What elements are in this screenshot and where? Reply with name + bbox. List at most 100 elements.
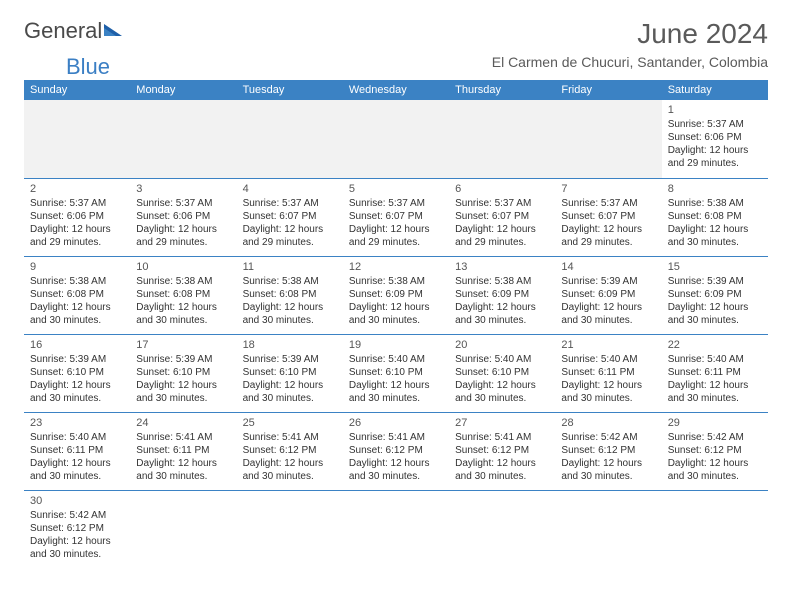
calendar-cell: 6Sunrise: 5:37 AMSunset: 6:07 PMDaylight… <box>449 178 555 256</box>
day-number: 14 <box>561 260 655 274</box>
day-header: Friday <box>555 80 661 100</box>
cell-sunrise: Sunrise: 5:37 AM <box>561 197 655 210</box>
cell-sunset: Sunset: 6:08 PM <box>243 288 337 301</box>
day-number: 10 <box>136 260 230 274</box>
day-header: Tuesday <box>237 80 343 100</box>
cell-sunset: Sunset: 6:09 PM <box>455 288 549 301</box>
calendar-cell: 10Sunrise: 5:38 AMSunset: 6:08 PMDayligh… <box>130 256 236 334</box>
cell-daylight2: and 30 minutes. <box>561 392 655 405</box>
day-header: Monday <box>130 80 236 100</box>
cell-sunset: Sunset: 6:07 PM <box>349 210 443 223</box>
cell-sunrise: Sunrise: 5:37 AM <box>243 197 337 210</box>
day-number: 18 <box>243 338 337 352</box>
cell-daylight1: Daylight: 12 hours <box>243 457 337 470</box>
day-header-row: Sunday Monday Tuesday Wednesday Thursday… <box>24 80 768 100</box>
cell-daylight1: Daylight: 12 hours <box>668 301 762 314</box>
logo-flag-icon <box>104 18 124 44</box>
cell-sunset: Sunset: 6:11 PM <box>561 366 655 379</box>
logo: General <box>24 18 124 44</box>
cell-daylight2: and 30 minutes. <box>561 470 655 483</box>
cell-sunrise: Sunrise: 5:38 AM <box>668 197 762 210</box>
cell-daylight1: Daylight: 12 hours <box>243 301 337 314</box>
cell-sunset: Sunset: 6:11 PM <box>30 444 124 457</box>
cell-sunset: Sunset: 6:10 PM <box>30 366 124 379</box>
day-header: Sunday <box>24 80 130 100</box>
cell-daylight1: Daylight: 12 hours <box>668 379 762 392</box>
calendar-cell: 15Sunrise: 5:39 AMSunset: 6:09 PMDayligh… <box>662 256 768 334</box>
cell-daylight1: Daylight: 12 hours <box>243 223 337 236</box>
title-block: June 2024 El Carmen de Chucuri, Santande… <box>492 18 768 70</box>
calendar-cell: 3Sunrise: 5:37 AMSunset: 6:06 PMDaylight… <box>130 178 236 256</box>
calendar-cell <box>343 100 449 178</box>
day-number: 11 <box>243 260 337 274</box>
cell-sunrise: Sunrise: 5:39 AM <box>668 275 762 288</box>
day-number: 16 <box>30 338 124 352</box>
day-number: 7 <box>561 182 655 196</box>
calendar-table: Sunday Monday Tuesday Wednesday Thursday… <box>24 80 768 568</box>
cell-daylight1: Daylight: 12 hours <box>30 535 124 548</box>
day-number: 24 <box>136 416 230 430</box>
logo-text-1: General <box>24 18 102 44</box>
calendar-cell <box>24 100 130 178</box>
day-number: 6 <box>455 182 549 196</box>
cell-daylight1: Daylight: 12 hours <box>668 457 762 470</box>
calendar-cell: 9Sunrise: 5:38 AMSunset: 6:08 PMDaylight… <box>24 256 130 334</box>
cell-sunrise: Sunrise: 5:37 AM <box>136 197 230 210</box>
cell-daylight1: Daylight: 12 hours <box>30 379 124 392</box>
cell-daylight2: and 29 minutes. <box>136 236 230 249</box>
cell-sunset: Sunset: 6:12 PM <box>30 522 124 535</box>
cell-daylight2: and 30 minutes. <box>349 470 443 483</box>
calendar-cell: 11Sunrise: 5:38 AMSunset: 6:08 PMDayligh… <box>237 256 343 334</box>
calendar-page: General June 2024 El Carmen de Chucuri, … <box>0 0 792 578</box>
day-number: 27 <box>455 416 549 430</box>
logo-text-2: Blue <box>66 54 110 80</box>
cell-daylight2: and 30 minutes. <box>668 314 762 327</box>
day-number: 13 <box>455 260 549 274</box>
cell-sunset: Sunset: 6:12 PM <box>561 444 655 457</box>
calendar-row: 9Sunrise: 5:38 AMSunset: 6:08 PMDaylight… <box>24 256 768 334</box>
cell-daylight1: Daylight: 12 hours <box>455 301 549 314</box>
day-header: Wednesday <box>343 80 449 100</box>
cell-daylight1: Daylight: 12 hours <box>136 379 230 392</box>
cell-daylight1: Daylight: 12 hours <box>349 301 443 314</box>
cell-sunset: Sunset: 6:11 PM <box>668 366 762 379</box>
cell-sunrise: Sunrise: 5:38 AM <box>30 275 124 288</box>
calendar-row: 2Sunrise: 5:37 AMSunset: 6:06 PMDaylight… <box>24 178 768 256</box>
calendar-cell: 18Sunrise: 5:39 AMSunset: 6:10 PMDayligh… <box>237 334 343 412</box>
cell-sunrise: Sunrise: 5:40 AM <box>349 353 443 366</box>
cell-sunrise: Sunrise: 5:38 AM <box>136 275 230 288</box>
cell-sunset: Sunset: 6:10 PM <box>243 366 337 379</box>
calendar-cell: 2Sunrise: 5:37 AMSunset: 6:06 PMDaylight… <box>24 178 130 256</box>
day-number: 20 <box>455 338 549 352</box>
calendar-cell <box>555 490 661 568</box>
cell-sunrise: Sunrise: 5:41 AM <box>136 431 230 444</box>
cell-daylight2: and 30 minutes. <box>668 236 762 249</box>
cell-daylight1: Daylight: 12 hours <box>455 457 549 470</box>
cell-sunrise: Sunrise: 5:38 AM <box>243 275 337 288</box>
calendar-cell: 25Sunrise: 5:41 AMSunset: 6:12 PMDayligh… <box>237 412 343 490</box>
cell-daylight1: Daylight: 12 hours <box>136 301 230 314</box>
cell-sunrise: Sunrise: 5:38 AM <box>455 275 549 288</box>
month-title: June 2024 <box>492 18 768 50</box>
cell-sunrise: Sunrise: 5:40 AM <box>668 353 762 366</box>
cell-daylight1: Daylight: 12 hours <box>561 457 655 470</box>
calendar-row: 23Sunrise: 5:40 AMSunset: 6:11 PMDayligh… <box>24 412 768 490</box>
cell-sunset: Sunset: 6:06 PM <box>136 210 230 223</box>
calendar-cell: 23Sunrise: 5:40 AMSunset: 6:11 PMDayligh… <box>24 412 130 490</box>
cell-sunrise: Sunrise: 5:39 AM <box>561 275 655 288</box>
cell-daylight1: Daylight: 12 hours <box>349 223 443 236</box>
cell-daylight2: and 30 minutes. <box>136 314 230 327</box>
calendar-cell: 19Sunrise: 5:40 AMSunset: 6:10 PMDayligh… <box>343 334 449 412</box>
cell-sunrise: Sunrise: 5:39 AM <box>30 353 124 366</box>
day-number: 17 <box>136 338 230 352</box>
location: El Carmen de Chucuri, Santander, Colombi… <box>492 54 768 70</box>
cell-sunset: Sunset: 6:11 PM <box>136 444 230 457</box>
cell-daylight1: Daylight: 12 hours <box>30 457 124 470</box>
cell-daylight2: and 30 minutes. <box>136 392 230 405</box>
day-header: Saturday <box>662 80 768 100</box>
cell-sunset: Sunset: 6:07 PM <box>561 210 655 223</box>
cell-sunrise: Sunrise: 5:37 AM <box>349 197 443 210</box>
cell-daylight2: and 29 minutes. <box>668 157 762 170</box>
cell-sunset: Sunset: 6:10 PM <box>455 366 549 379</box>
calendar-cell <box>237 100 343 178</box>
